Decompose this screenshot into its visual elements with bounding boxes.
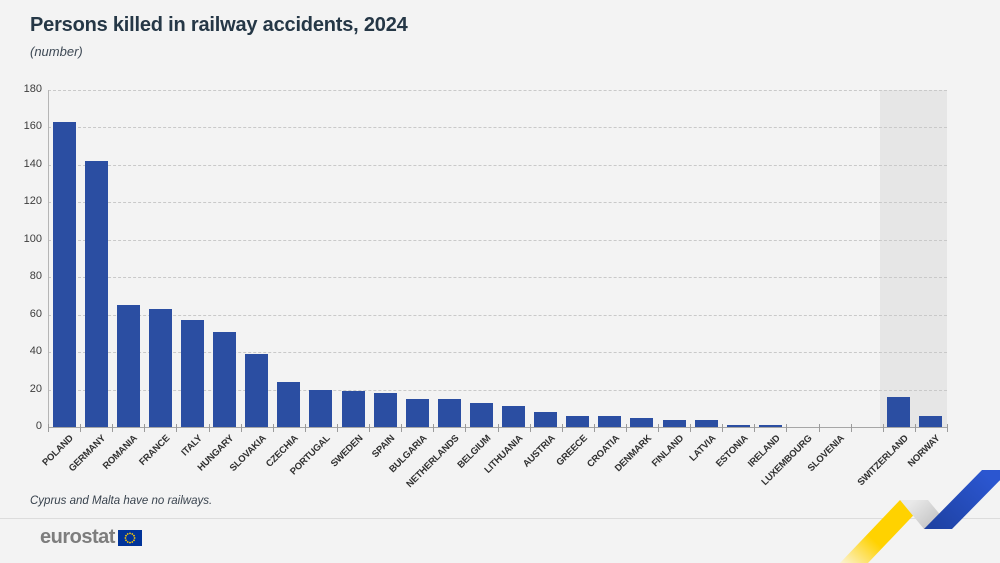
x-axis-tick (529, 424, 531, 432)
bar-denmark (630, 417, 654, 427)
x-axis-country-label: AUSTRIA (520, 433, 558, 470)
bar-czechia (277, 382, 301, 427)
y-axis-tick-label: 60 (29, 307, 42, 320)
x-axis-tick (914, 424, 916, 432)
bar-slovakia (245, 353, 269, 427)
x-axis-tick (80, 424, 82, 432)
bar-portugal (309, 389, 333, 427)
y-axis-line (48, 90, 49, 427)
y-axis-tick-label: 40 (29, 345, 42, 358)
x-axis-country-label: ITALY (178, 433, 205, 459)
page-title: Persons killed in railway accidents, 202… (30, 14, 408, 36)
y-gridline (48, 389, 947, 391)
x-axis-country-label: ESTONIA (713, 433, 751, 470)
footer-divider (0, 518, 1000, 519)
x-axis-tick (690, 424, 692, 432)
bar-greece (566, 415, 590, 427)
y-gridline (48, 90, 947, 91)
x-axis-tick (433, 424, 435, 432)
y-gridline (48, 164, 947, 166)
bar-sweden (341, 391, 365, 427)
x-axis-country-label: NORWAY (906, 433, 943, 470)
x-axis-tick (850, 424, 852, 432)
x-axis-country-label: GREECE (554, 433, 590, 469)
x-axis-tick (593, 424, 595, 432)
x-axis-tick (947, 424, 948, 432)
x-axis-tick (658, 424, 660, 432)
y-axis-tick-label: 120 (23, 195, 42, 208)
y-axis-tick-label: 20 (29, 382, 42, 395)
footnote: Cyprus and Malta have no railways. (30, 495, 213, 507)
x-axis-tick (304, 424, 306, 432)
x-axis-tick (401, 424, 403, 432)
y-axis-tick-label: 100 (23, 232, 42, 245)
non-eu-highlight-band (879, 90, 947, 427)
x-axis-tick (369, 424, 371, 432)
x-axis-tick (240, 424, 242, 432)
x-axis-country-label: SWEDEN (328, 433, 365, 470)
y-axis-tick-label: 140 (23, 157, 42, 170)
eurostat-zigzag-motif-icon (840, 470, 1000, 563)
bar-hungary (213, 331, 237, 427)
bar-poland (52, 121, 76, 427)
y-gridline (48, 239, 947, 241)
x-axis-tick (625, 424, 627, 432)
bar-belgium (469, 402, 493, 427)
x-axis-tick (48, 424, 49, 432)
y-axis-tick-label: 0 (35, 420, 42, 432)
y-gridline (48, 127, 947, 129)
y-gridline (48, 202, 947, 204)
x-axis-tick (112, 424, 114, 432)
bar-ireland (758, 425, 782, 427)
bar-romania (116, 305, 140, 427)
bar-switzerland (887, 397, 911, 427)
bar-germany (84, 161, 108, 427)
eu-flag-icon (117, 529, 142, 546)
x-axis-country-label: LATVIA (687, 433, 718, 464)
x-axis-tick (176, 424, 178, 432)
y-gridline (48, 352, 947, 354)
y-axis-tick-label: 80 (29, 270, 42, 283)
bar-latvia (694, 419, 718, 427)
eurostat-logo: eurostat (40, 526, 142, 549)
bar-italy (180, 320, 204, 427)
x-axis-tick (561, 424, 563, 432)
x-axis-tick (465, 424, 467, 432)
y-axis-tick-label: 180 (23, 83, 42, 95)
bar-finland (662, 419, 686, 427)
bar-bulgaria (405, 398, 429, 427)
x-axis-tick (144, 424, 146, 432)
x-axis-tick (336, 424, 338, 432)
bar-croatia (598, 415, 622, 427)
bar-lithuania (502, 406, 526, 427)
bar-estonia (726, 425, 750, 427)
chart-unit-subtitle: (number) (30, 44, 83, 59)
x-axis-country-label: SPAIN (369, 433, 397, 461)
x-axis-tick (272, 424, 274, 432)
x-axis-tick (497, 424, 499, 432)
eurostat-logo-text: eurostat (40, 526, 115, 548)
bar-france (148, 309, 172, 427)
y-axis-tick-label: 160 (23, 120, 42, 133)
x-axis-tick (208, 424, 210, 432)
bar-austria (534, 412, 558, 427)
x-axis-tick (818, 424, 820, 432)
x-axis-tick (786, 424, 788, 432)
x-axis-tick (754, 424, 756, 432)
x-axis-tick (722, 424, 724, 432)
bar-netherlands (437, 398, 461, 427)
x-axis-country-label: FINLAND (649, 433, 686, 470)
eu-flag-stars (124, 532, 136, 543)
x-axis-tick (882, 424, 884, 432)
x-axis-country-label: ROMANIA (101, 433, 141, 472)
zigzag-blue-stripe (924, 470, 1000, 529)
x-axis-country-label: FRANCE (137, 433, 173, 468)
bar-spain (373, 393, 397, 427)
y-gridline (48, 277, 947, 279)
bar-norway (919, 415, 943, 427)
y-gridline (48, 314, 947, 316)
zigzag-yellow-stripe (840, 500, 928, 563)
